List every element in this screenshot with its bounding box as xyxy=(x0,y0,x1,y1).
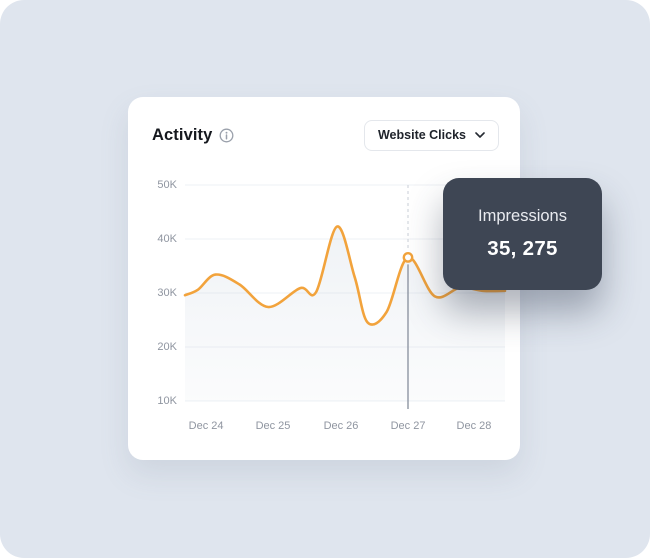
y-axis-label: 40K xyxy=(157,233,177,245)
x-axis-label: Dec 24 xyxy=(188,420,224,432)
card-title-group: Activity xyxy=(152,126,234,145)
area-fill xyxy=(185,226,505,401)
x-axis-label: Dec 27 xyxy=(390,420,426,432)
x-axis-label: Dec 28 xyxy=(456,420,492,432)
card-header: Activity Website Clicks xyxy=(152,119,499,151)
chart-tooltip: Impressions 35, 275 xyxy=(443,178,602,290)
y-axis-label: 50K xyxy=(157,179,177,191)
y-axis-label: 20K xyxy=(157,341,177,353)
tooltip-value: 35, 275 xyxy=(487,237,558,260)
x-axis-label: Dec 26 xyxy=(323,420,359,432)
tooltip-label: Impressions xyxy=(478,207,567,225)
metric-dropdown[interactable]: Website Clicks xyxy=(363,119,499,151)
data-point-marker[interactable] xyxy=(402,252,414,263)
y-axis-label: 30K xyxy=(157,287,177,299)
y-axis-label: 10K xyxy=(157,395,177,407)
info-icon[interactable] xyxy=(219,128,234,143)
card-title: Activity xyxy=(152,125,213,144)
activity-chart: 50K 40K 30K 20K 10K Dec 24 Dec 25 Dec 26 Dec 27… xyxy=(128,97,520,460)
chart-canvas xyxy=(183,184,507,409)
chevron-down-icon xyxy=(475,132,485,138)
metric-dropdown-label: Website Clicks xyxy=(377,128,466,142)
x-axis-label: Dec 25 xyxy=(255,420,291,432)
series-line xyxy=(183,225,507,326)
